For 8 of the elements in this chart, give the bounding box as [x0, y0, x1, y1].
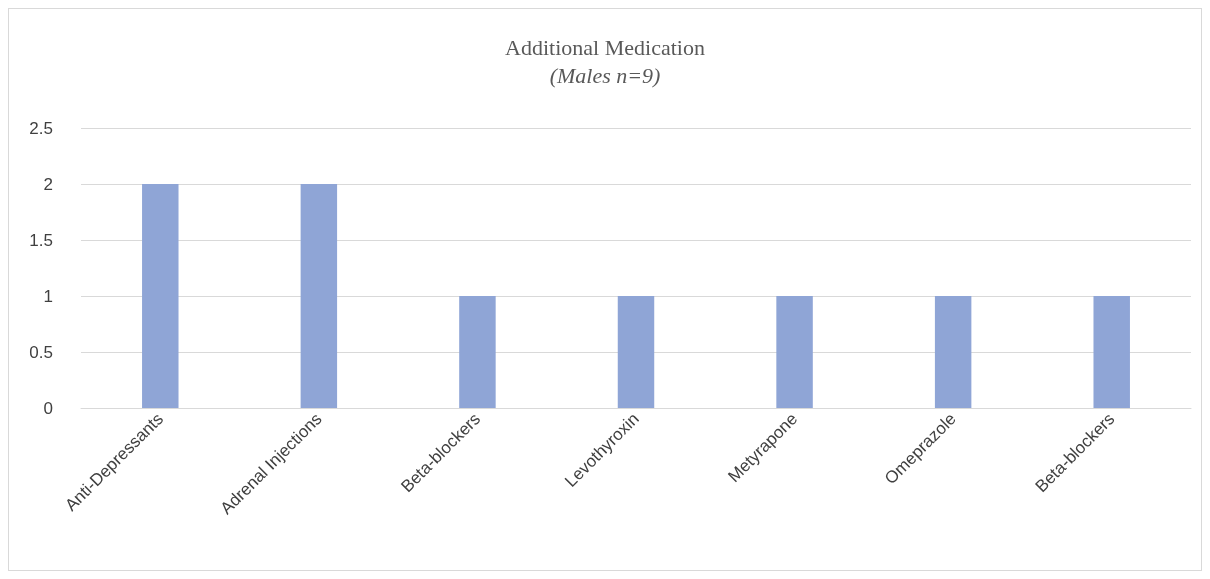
y-tick-label: 1.5 — [29, 230, 53, 250]
y-tick-label: 0.5 — [29, 342, 53, 362]
y-tick-label: 0 — [43, 398, 53, 418]
y-tick-label: 2.5 — [29, 118, 53, 138]
chart-subtitle: (Males n=9) — [549, 62, 661, 88]
y-tick-label: 1 — [43, 286, 53, 306]
y-tick-label: 2 — [43, 174, 53, 194]
chart-title: Additional Medication — [505, 34, 705, 60]
